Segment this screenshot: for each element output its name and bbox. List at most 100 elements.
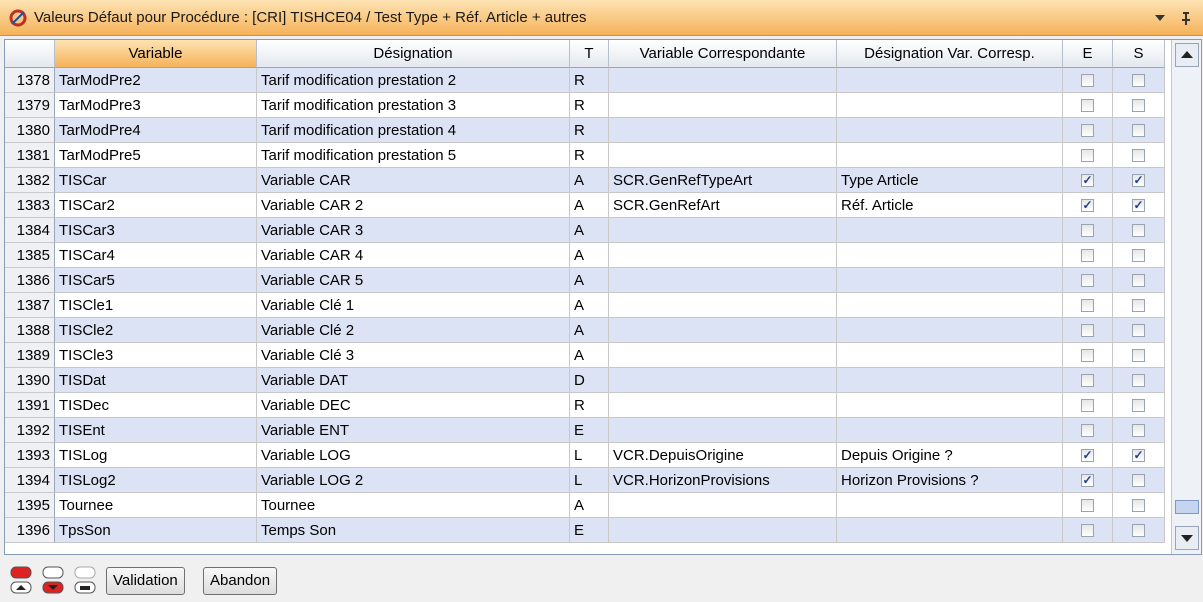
scroll-thumb[interactable] [1175,500,1199,514]
cell-designation: Variable Clé 1 [257,293,570,318]
button[interactable]: Validation [106,567,185,595]
checkbox-e[interactable] [1081,124,1094,137]
cell-t: A [570,193,609,218]
cell-var-corresp [609,243,837,268]
checkbox-s[interactable]: ✓ [1132,198,1145,212]
checkbox-s[interactable] [1132,374,1145,387]
window-controls[interactable] [1155,12,1195,26]
cell-variable: TISCle3 [55,343,257,368]
row-number[interactable]: 1394 [5,468,55,493]
nav-icons[interactable] [10,565,100,597]
checkbox-e[interactable] [1081,349,1094,362]
scroll-up[interactable] [1175,43,1199,67]
row-number[interactable]: 1380 [5,118,55,143]
cell-designation: Tarif modification prestation 3 [257,93,570,118]
cell-variable: TISCar4 [55,243,257,268]
button[interactable]: Abandon [203,567,278,595]
row-number[interactable]: 1393 [5,443,55,468]
checkbox-s[interactable] [1132,124,1145,137]
cell-var-corresp [609,218,837,243]
checkbox-e[interactable]: ✓ [1081,173,1094,187]
checkbox-e[interactable] [1081,374,1094,387]
column-header[interactable]: Désignation Var. Corresp. [837,40,1063,68]
checkbox-s[interactable] [1132,249,1145,262]
checkbox-s[interactable] [1132,349,1145,362]
row-number[interactable]: 1388 [5,318,55,343]
checkbox-e[interactable] [1081,149,1094,162]
data-grid[interactable]: Variable Désignation T Variable Corresponda… [4,39,1202,555]
checkbox-s[interactable] [1132,274,1145,287]
row-number[interactable]: 1396 [5,518,55,543]
cell-designation: Variable ENT [257,418,570,443]
scrollbar[interactable] [1171,40,1201,554]
checkbox-e[interactable] [1081,224,1094,237]
checkbox-s[interactable] [1132,424,1145,437]
row-number[interactable]: 1385 [5,243,55,268]
cell-s [1113,243,1165,268]
cell-t: A [570,243,609,268]
column-header[interactable]: T [570,40,609,68]
row-number[interactable]: 1379 [5,93,55,118]
cell-t: A [570,218,609,243]
checkbox-e[interactable]: ✓ [1081,473,1094,487]
cell-variable: TISLog2 [55,468,257,493]
row-number[interactable]: 1382 [5,168,55,193]
checkbox-s[interactable] [1132,224,1145,237]
cell-designation: Variable LOG 2 [257,468,570,493]
cell-desig-corresp [837,418,1063,443]
cell-designation: Variable CAR 2 [257,193,570,218]
checkbox-e[interactable] [1081,424,1094,437]
checkbox-e[interactable] [1081,524,1094,537]
checkbox-e[interactable] [1081,74,1094,87]
row-number[interactable]: 1384 [5,218,55,243]
cell-t: R [570,393,609,418]
checkbox-e[interactable] [1081,399,1094,412]
column-header[interactable]: E [1063,40,1113,68]
row-number[interactable]: 1383 [5,193,55,218]
column-header[interactable]: Désignation [257,40,570,68]
checkbox-s[interactable] [1132,299,1145,312]
checkbox-s[interactable] [1132,74,1145,87]
cell-desig-corresp: Depuis Origine ? [837,443,1063,468]
checkbox-s[interactable] [1132,149,1145,162]
row-number[interactable]: 1387 [5,293,55,318]
cell-designation: Temps Son [257,518,570,543]
row-number[interactable]: 1389 [5,343,55,368]
column-header[interactable]: Variable Correspondante [609,40,837,68]
row-number[interactable]: 1390 [5,368,55,393]
row-number[interactable]: 1378 [5,68,55,93]
cell-desig-corresp [837,93,1063,118]
checkbox-s[interactable] [1132,499,1145,512]
cell-var-corresp: VCR.DepuisOrigine [609,443,837,468]
row-number[interactable]: 1391 [5,393,55,418]
row-number[interactable]: 1381 [5,143,55,168]
row-number[interactable]: 1395 [5,493,55,518]
checkbox-e[interactable]: ✓ [1081,448,1094,462]
row-number[interactable]: 1392 [5,418,55,443]
checkbox-s[interactable] [1132,324,1145,337]
column-header[interactable]: S [1113,40,1165,68]
checkbox-s[interactable] [1132,399,1145,412]
cell-s [1113,493,1165,518]
checkbox-s[interactable] [1132,474,1145,487]
checkbox-e[interactable] [1081,99,1094,112]
checkbox-s[interactable] [1132,524,1145,537]
checkbox-e[interactable] [1081,299,1094,312]
cell-desig-corresp [837,218,1063,243]
checkbox-s[interactable]: ✓ [1132,173,1145,187]
cell-variable: TarModPre5 [55,143,257,168]
row-number[interactable]: 1386 [5,268,55,293]
corner-header[interactable] [5,40,55,68]
checkbox-s[interactable]: ✓ [1132,448,1145,462]
checkbox-e[interactable] [1081,324,1094,337]
checkbox-s[interactable] [1132,99,1145,112]
checkbox-e[interactable] [1081,499,1094,512]
column-header[interactable]: Variable [55,40,257,68]
checkbox-e[interactable] [1081,249,1094,262]
cell-t: L [570,443,609,468]
cell-variable: TISCle1 [55,293,257,318]
scroll-down[interactable] [1175,526,1199,550]
cell-var-corresp [609,418,837,443]
checkbox-e[interactable]: ✓ [1081,198,1094,212]
checkbox-e[interactable] [1081,274,1094,287]
